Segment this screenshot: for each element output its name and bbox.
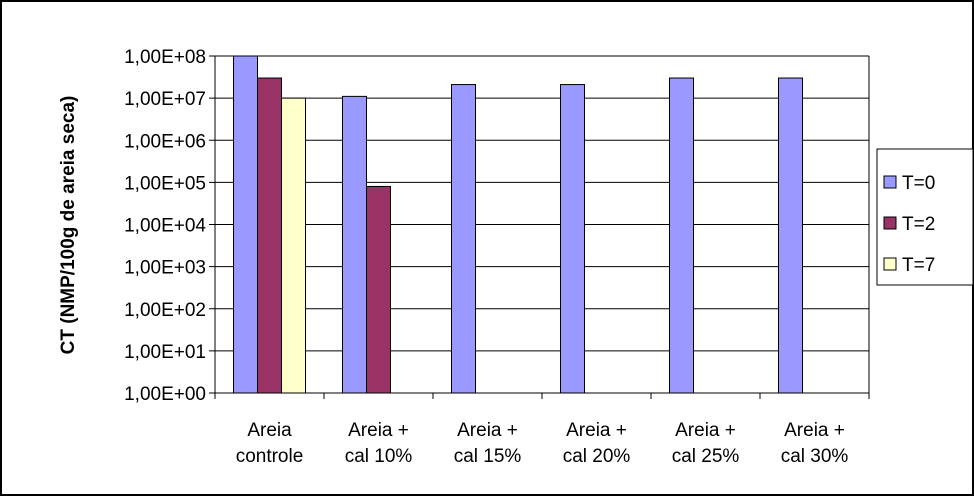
category-label-line: cal 30% <box>781 446 849 467</box>
category-label-line: Areia <box>247 420 292 441</box>
bar <box>366 185 391 394</box>
category-label: Areia + cal 15% <box>454 420 522 467</box>
plot-area: 1,00E+00 1,00E+01 1,00E+02 1,00E+03 1,00E+04… <box>124 47 870 467</box>
category-label-line: cal 25% <box>672 446 740 467</box>
bar <box>451 84 476 394</box>
category-label-line: controle <box>236 446 304 467</box>
category-label: Areia + cal 25% <box>672 420 740 467</box>
category-label-line: cal 10% <box>345 446 413 467</box>
y-tick-label: 1,00E+02 <box>124 300 206 321</box>
bar <box>281 97 306 394</box>
category-label-line: cal 15% <box>454 446 522 467</box>
legend-label: T=2 <box>902 214 935 235</box>
bar <box>778 77 803 394</box>
y-tick-label: 1,00E+03 <box>124 258 206 279</box>
category-label-line: Areia + <box>784 420 845 441</box>
legend-swatch <box>883 175 897 189</box>
y-tick-label: 1,00E+05 <box>124 173 206 194</box>
category-label-line: cal 20% <box>563 446 631 467</box>
legend: T=0 T=2 T=7 <box>876 148 974 286</box>
legend-swatch <box>883 216 897 230</box>
bar <box>257 77 282 394</box>
category-label-line: Areia + <box>675 420 736 441</box>
y-axis-title: CT (NMP/100g de areia seca) <box>58 96 79 355</box>
bar <box>560 84 585 394</box>
category-label: Areia + cal 30% <box>781 420 849 467</box>
bar <box>233 55 258 394</box>
y-tick-label: 1,00E+07 <box>124 89 206 110</box>
category-label: Areia controle <box>236 420 304 467</box>
y-tick-label: 1,00E+06 <box>124 131 206 152</box>
category-label-line: Areia + <box>348 420 409 441</box>
category-label: Areia + cal 20% <box>563 420 631 467</box>
category-label-line: Areia + <box>566 420 627 441</box>
legend-swatch <box>883 257 897 271</box>
y-tick-label: 1,00E+04 <box>124 216 206 237</box>
bar <box>669 77 694 394</box>
legend-label: T=0 <box>902 173 935 194</box>
category-label-line: Areia + <box>457 420 518 441</box>
bar <box>342 95 367 394</box>
category-label: Areia + cal 10% <box>345 420 413 467</box>
y-tick-label: 1,00E+01 <box>124 342 206 363</box>
legend-label: T=7 <box>902 255 935 276</box>
y-tick-label: 1,00E+00 <box>124 384 206 405</box>
y-tick-label: 1,00E+08 <box>124 47 206 68</box>
